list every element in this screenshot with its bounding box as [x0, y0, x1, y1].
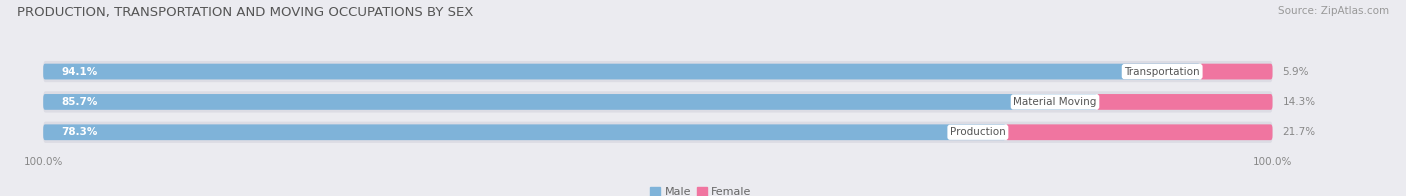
FancyBboxPatch shape	[1097, 94, 1272, 110]
Text: 78.3%: 78.3%	[62, 127, 98, 137]
Legend: Male, Female: Male, Female	[645, 183, 756, 196]
Text: 85.7%: 85.7%	[62, 97, 98, 107]
FancyBboxPatch shape	[44, 91, 1272, 113]
Text: Material Moving: Material Moving	[1014, 97, 1097, 107]
FancyBboxPatch shape	[1199, 64, 1272, 79]
Text: 5.9%: 5.9%	[1282, 67, 1309, 77]
Text: Transportation: Transportation	[1125, 67, 1199, 77]
Text: PRODUCTION, TRANSPORTATION AND MOVING OCCUPATIONS BY SEX: PRODUCTION, TRANSPORTATION AND MOVING OC…	[17, 6, 474, 19]
FancyBboxPatch shape	[44, 94, 1097, 110]
Text: 94.1%: 94.1%	[62, 67, 98, 77]
Text: 14.3%: 14.3%	[1282, 97, 1316, 107]
Text: Production: Production	[950, 127, 1005, 137]
FancyBboxPatch shape	[1005, 124, 1272, 140]
Text: Source: ZipAtlas.com: Source: ZipAtlas.com	[1278, 6, 1389, 16]
FancyBboxPatch shape	[44, 64, 1199, 79]
FancyBboxPatch shape	[44, 61, 1272, 82]
Text: 21.7%: 21.7%	[1282, 127, 1316, 137]
FancyBboxPatch shape	[44, 122, 1272, 143]
FancyBboxPatch shape	[44, 124, 1005, 140]
